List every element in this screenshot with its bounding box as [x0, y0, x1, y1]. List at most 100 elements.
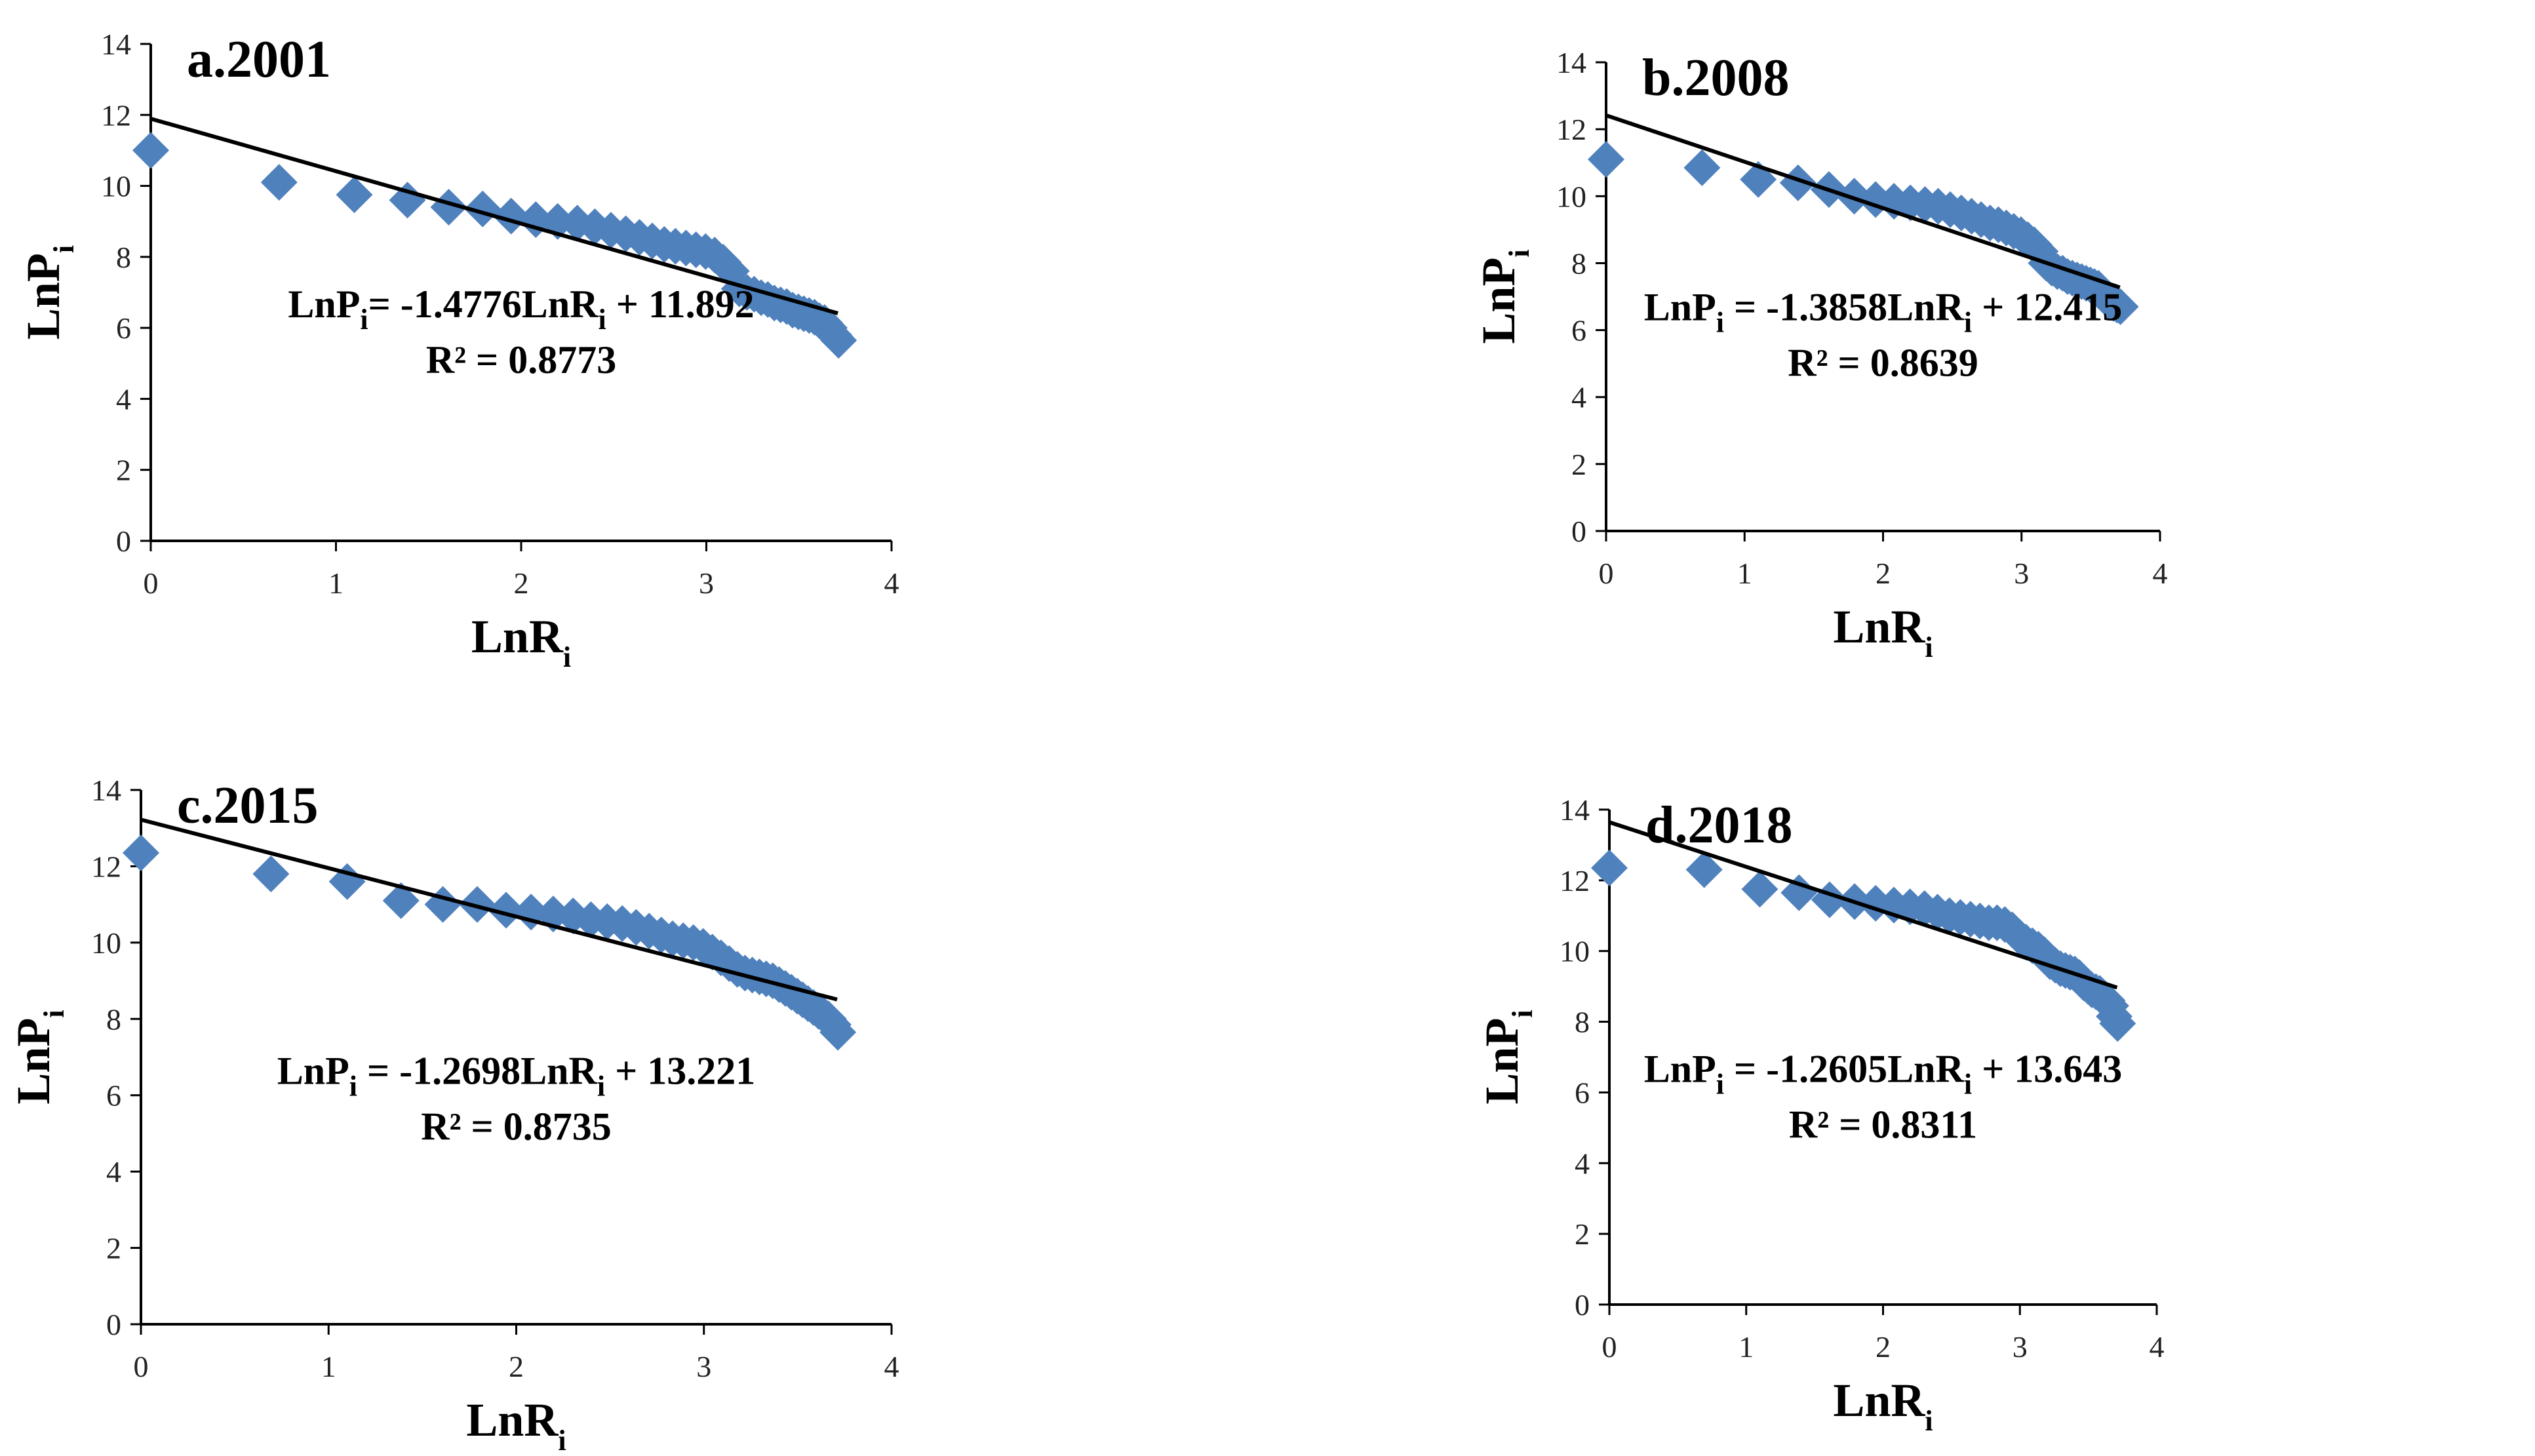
data-point	[488, 892, 525, 929]
x-tick-label: 4	[2153, 557, 2168, 590]
equation-subscript: i	[1716, 306, 1724, 338]
x-tick-label: 2	[509, 1350, 524, 1383]
equation-middle: = -1.2698LnR	[357, 1049, 598, 1092]
data-points	[1591, 849, 2136, 1042]
y-tick-label: 0	[116, 524, 131, 558]
data-point	[389, 182, 426, 219]
data-point	[336, 176, 373, 214]
y-axis-title-subscript: i	[48, 245, 80, 253]
y-tick-label: 10	[1556, 180, 1586, 213]
trendline	[150, 117, 838, 315]
x-axis-title-subscript: i	[1925, 631, 1933, 663]
y-tick-label: 6	[1571, 314, 1586, 347]
equation-middle: = -1.3858LnR	[1724, 285, 1965, 328]
data-point	[1685, 851, 1723, 888]
y-tick-label: 4	[1575, 1147, 1590, 1180]
y-tick-label: 12	[91, 850, 121, 883]
data-point	[1780, 874, 1818, 911]
equation-subscript: i	[597, 1070, 605, 1102]
trendline	[1609, 820, 2118, 990]
data-point	[820, 322, 857, 359]
y-axis-title: LnPi	[1476, 1010, 1539, 1104]
y-axis-title: LnPi	[17, 245, 80, 340]
data-point	[123, 835, 159, 872]
equation-subscript: i	[1964, 306, 1972, 338]
x-tick-label: 2	[1876, 557, 1891, 590]
y-tick-label: 6	[1575, 1076, 1590, 1109]
y-axis-title-subscript: i	[38, 1010, 70, 1017]
data-point	[555, 897, 592, 935]
x-axis-title-main: LnR	[471, 610, 564, 663]
y-tick-label: 0	[106, 1308, 121, 1341]
y-tick-label: 10	[91, 926, 121, 960]
data-point	[132, 132, 169, 169]
chart-panel-c: 0 2 4 6 8 10 12 14 0 1 2 3 4 LnRi LnPi c.2015 LnPi = -1.…	[0, 728, 1246, 1456]
chart-panel-b: 0 2 4 6 8 10 12 14 0 1 2 3 4 LnRi LnPi b.2008 LnPi = -1.…	[1268, 0, 2514, 701]
x-axis-title: LnRi	[1833, 600, 1933, 663]
data-point	[2102, 288, 2139, 325]
x-tick-label: 0	[144, 566, 159, 600]
x-tick-label: 4	[884, 1350, 899, 1383]
x-axis-title-subscript: i	[558, 1425, 566, 1456]
y-tick-label: 2	[116, 454, 131, 487]
y-tick-label: 8	[1575, 1006, 1590, 1039]
equation-subscript: i	[360, 304, 368, 336]
y-axis-title: LnPi	[7, 1010, 70, 1104]
y-tick-label: 14	[1560, 793, 1590, 827]
regression-equation: LnPi = -1.3858LnRi + 12.415	[1644, 285, 2123, 338]
x-axis-title: LnRi	[1833, 1374, 1933, 1437]
data-point	[1683, 149, 1721, 186]
x-axis-title-main: LnR	[1833, 600, 1925, 653]
chart-panel-a: 0 2 4 6 8 10 12 14 0 1 2 3 4 LnRi LnPi a.2001 LnPi= -1.4…	[0, 0, 1246, 701]
y-tick-label: 2	[106, 1232, 121, 1265]
equation-subscript: i	[1716, 1068, 1724, 1100]
x-tick-label: 2	[1876, 1330, 1891, 1364]
x-tick-label: 2	[514, 566, 529, 600]
panel-title: b.2008	[1642, 49, 1790, 107]
x-tick-label: 1	[328, 566, 344, 600]
panel-title: d.2018	[1645, 797, 1793, 854]
regression-equation: LnPi= -1.4776LnRi + 11.892	[288, 283, 754, 336]
data-points	[123, 835, 857, 1051]
data-point	[1857, 884, 1895, 922]
equation-rhs: + 13.221	[605, 1049, 755, 1092]
x-axis-title: LnRi	[471, 610, 571, 673]
y-tick-label: 6	[106, 1079, 121, 1112]
equation-rhs: + 13.643	[1972, 1047, 2122, 1090]
equation-middle: = -1.2605LnR	[1724, 1047, 1965, 1090]
y-tick-label: 8	[1571, 246, 1586, 280]
x-tick-label: 3	[2013, 1330, 2028, 1364]
data-point	[1779, 164, 1817, 201]
equation-lhs: LnP	[1644, 285, 1716, 328]
data-point	[819, 1013, 857, 1051]
data-point	[464, 190, 501, 227]
x-tick-label: 0	[134, 1350, 149, 1383]
data-point	[458, 886, 496, 923]
y-tick-label: 12	[101, 98, 131, 132]
data-point	[430, 189, 467, 226]
trendline	[1605, 113, 2121, 290]
y-tick-label: 0	[1575, 1288, 1590, 1322]
data-point	[1591, 849, 1628, 886]
data-point	[1741, 871, 1778, 908]
equation-lhs: LnP	[277, 1049, 349, 1092]
y-tick-label: 8	[116, 241, 131, 274]
y-tick-label: 2	[1575, 1217, 1590, 1251]
y-tick-label: 14	[91, 774, 121, 807]
trendline	[140, 817, 838, 1002]
data-point	[1740, 161, 1777, 198]
equation-middle: = -1.4776LnR	[368, 283, 599, 326]
y-tick-label: 4	[106, 1155, 121, 1189]
data-point	[328, 863, 366, 900]
regression-equation: LnPi = -1.2605LnRi + 13.643	[1644, 1047, 2123, 1100]
equation-subscript: i	[1964, 1068, 1972, 1100]
y-axis-title-subscript: i	[1506, 1010, 1539, 1017]
regression-equation: LnPi = -1.2698LnRi + 13.221	[277, 1049, 756, 1102]
y-tick-label: 2	[1571, 448, 1586, 481]
equation-subscript: i	[349, 1070, 357, 1102]
x-tick-label: 3	[699, 566, 714, 600]
panel-title: a.2001	[187, 31, 331, 89]
y-tick-label: 12	[1560, 864, 1590, 897]
x-axis-title: LnRi	[466, 1394, 566, 1456]
